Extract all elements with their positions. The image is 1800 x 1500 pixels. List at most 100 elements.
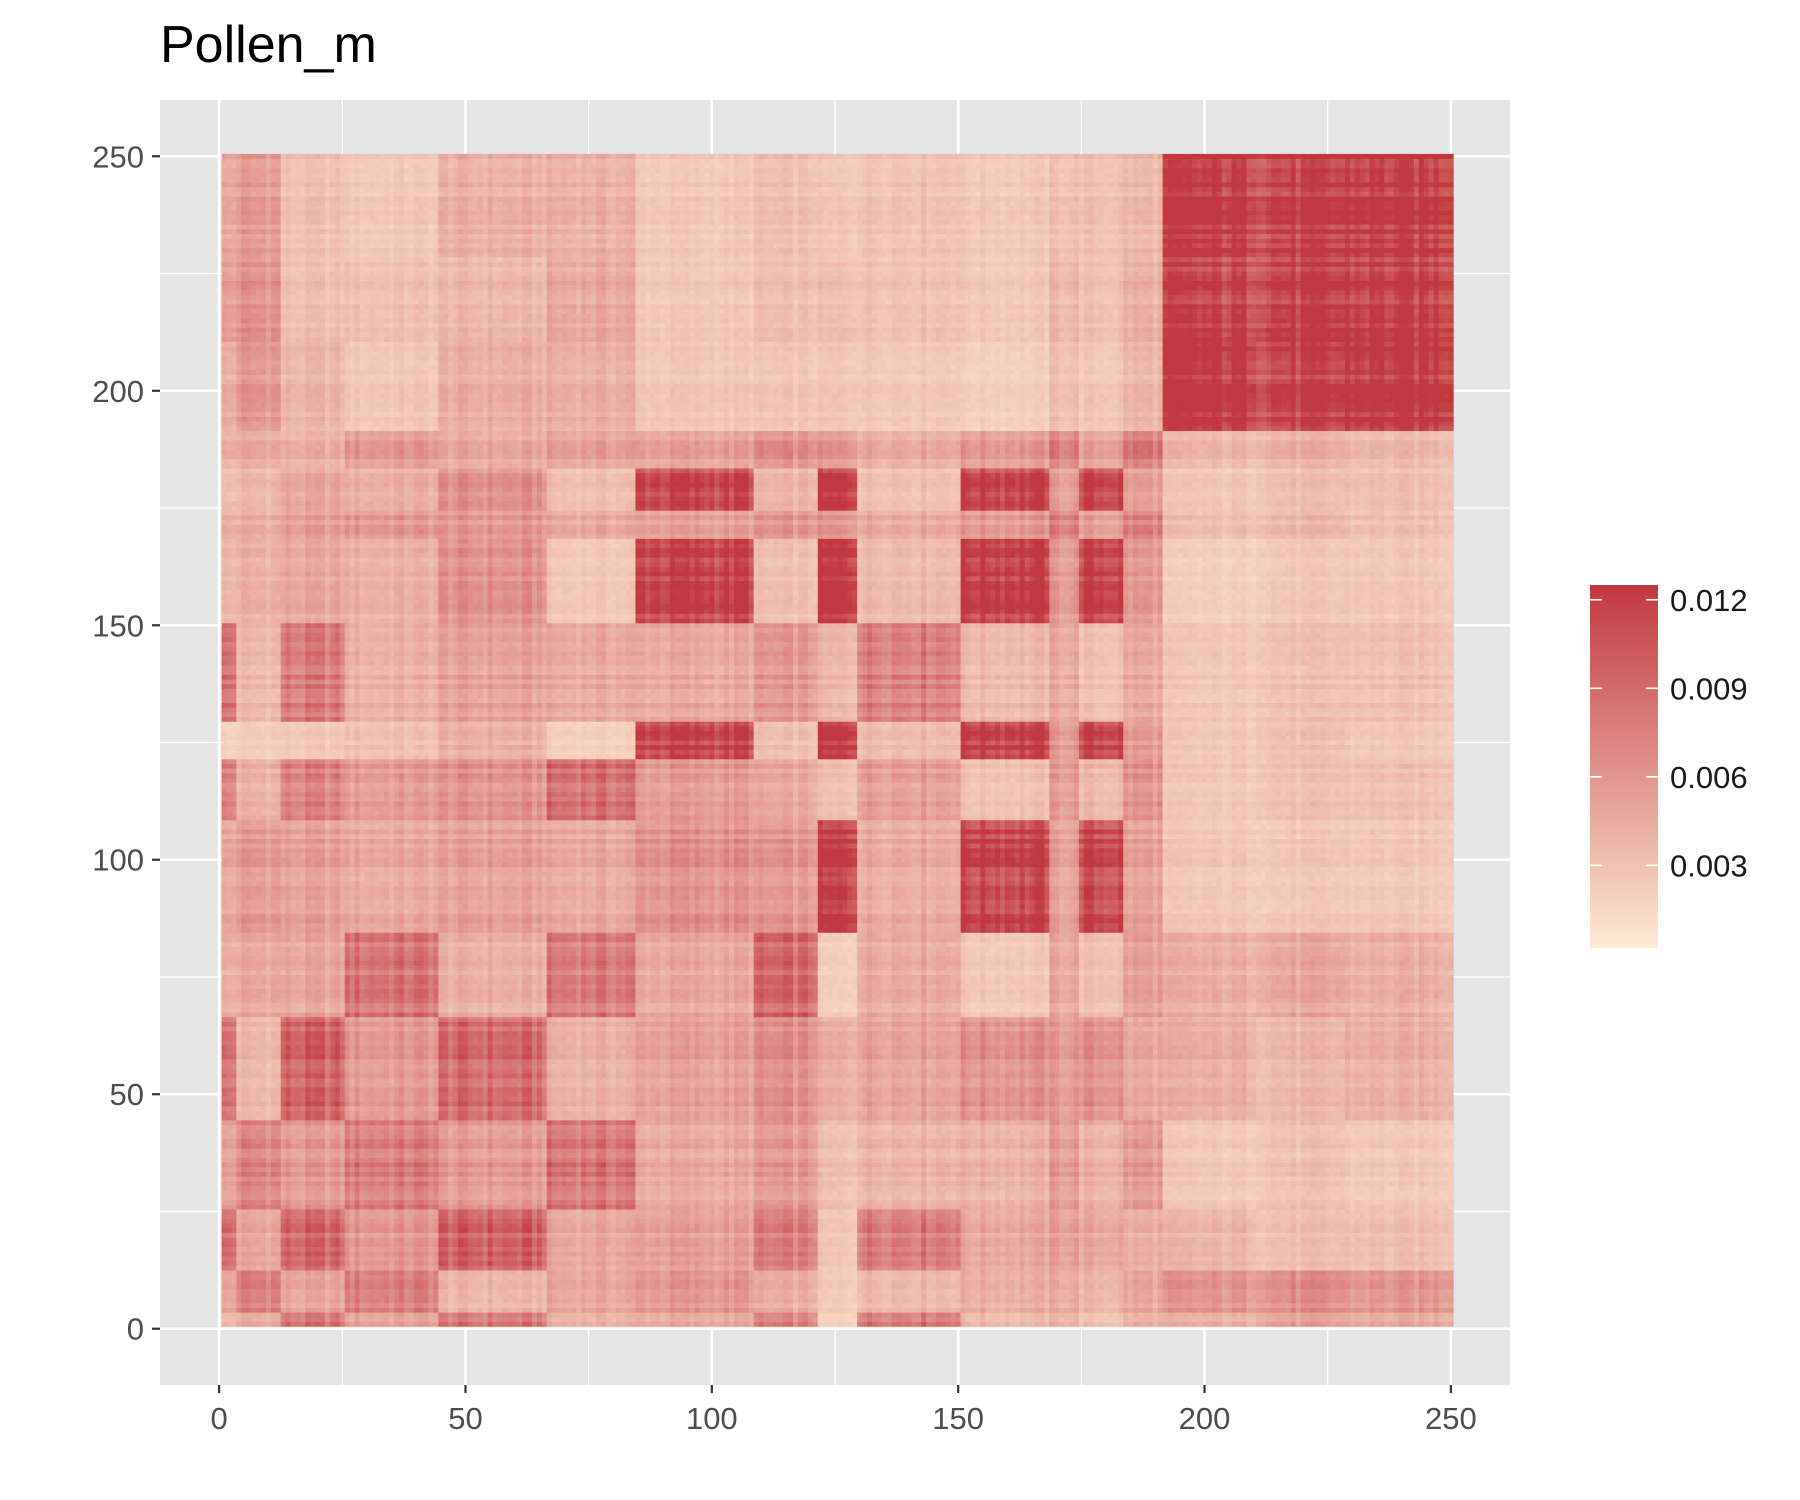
- heat-cell: [241, 224, 246, 229]
- heat-cell: [241, 623, 246, 628]
- heat-cell: [246, 646, 251, 651]
- heat-cell: [241, 1294, 246, 1299]
- heat-cell: [251, 1294, 256, 1299]
- heat-cell: [231, 815, 236, 820]
- heat-cell: [236, 257, 241, 262]
- heat-cell: [256, 1087, 261, 1092]
- heat-cell: [251, 271, 256, 276]
- heat-cell: [246, 506, 251, 511]
- heat-cell: [251, 1195, 256, 1200]
- heat-cell: [227, 1312, 232, 1317]
- heat-cell: [261, 628, 266, 633]
- heat-cell: [231, 984, 236, 989]
- heat-cell: [227, 778, 232, 783]
- heat-cell: [251, 721, 256, 726]
- heat-cell: [231, 576, 236, 581]
- heat-cell: [236, 1298, 241, 1303]
- heat-cell: [241, 402, 246, 407]
- heat-cell: [222, 1036, 227, 1041]
- heat-cell: [251, 914, 256, 919]
- heat-cell: [256, 548, 261, 553]
- heat-cell: [251, 670, 256, 675]
- heat-cell: [227, 379, 232, 384]
- heat-cell: [246, 1181, 251, 1186]
- heat-cell: [246, 1247, 251, 1252]
- heat-cell: [266, 848, 271, 853]
- heat-cell: [241, 759, 246, 764]
- heat-cell: [251, 796, 256, 801]
- heat-cell: [246, 478, 251, 483]
- heat-cell: [222, 778, 227, 783]
- heat-cell: [227, 478, 232, 483]
- heat-cell: [236, 965, 241, 970]
- heat-cell: [261, 1223, 266, 1228]
- heat-cell: [266, 862, 271, 867]
- heat-cell: [246, 998, 251, 1003]
- heat-cell: [256, 623, 261, 628]
- heat-cell: [236, 454, 241, 459]
- heat-cell: [227, 337, 232, 342]
- heat-cell: [236, 243, 241, 248]
- heat-cell: [266, 299, 271, 304]
- heat-cell: [236, 1265, 241, 1270]
- heat-cell: [261, 407, 266, 412]
- heat-cell: [266, 1115, 271, 1120]
- heat-cell: [271, 567, 276, 572]
- heat-cell: [256, 876, 261, 881]
- heat-cell: [251, 1284, 256, 1289]
- heat-cell: [256, 961, 261, 966]
- heat-cell: [246, 811, 251, 816]
- heat-cell: [227, 520, 232, 525]
- heat-cell: [231, 1050, 236, 1055]
- heat-cell: [241, 1308, 246, 1313]
- heat-cell: [222, 853, 227, 858]
- heat-cell: [222, 196, 227, 201]
- heat-cell: [246, 787, 251, 792]
- heat-cell: [241, 1120, 246, 1125]
- heat-cell: [231, 229, 236, 234]
- heat-cell: [227, 1317, 232, 1322]
- heat-cell: [236, 224, 241, 229]
- heat-cell: [266, 506, 271, 511]
- heat-cell: [271, 1026, 276, 1031]
- heat-cell: [236, 1204, 241, 1209]
- heat-cell: [231, 1186, 236, 1191]
- heat-cell: [266, 173, 271, 178]
- heat-cell: [271, 529, 276, 534]
- heat-cell: [261, 543, 266, 548]
- heat-cell: [266, 637, 271, 642]
- heat-cell: [256, 693, 261, 698]
- heat-cell: [261, 675, 266, 680]
- heat-cell: [246, 520, 251, 525]
- heat-cell: [256, 304, 261, 309]
- heat-cell: [251, 351, 256, 356]
- heat-cell: [271, 993, 276, 998]
- heat-cell: [266, 820, 271, 825]
- heat-cell: [227, 787, 232, 792]
- heat-cell: [266, 773, 271, 778]
- heat-cell: [227, 1139, 232, 1144]
- heat-cell: [256, 1233, 261, 1238]
- heat-cell: [241, 210, 246, 215]
- heat-cell: [241, 173, 246, 178]
- heat-cell: [222, 374, 227, 379]
- heat-cell: [256, 173, 261, 178]
- heat-cell: [256, 393, 261, 398]
- heat-cell: [261, 735, 266, 740]
- heat-cell: [246, 595, 251, 600]
- heat-cell: [227, 501, 232, 506]
- heat-cell: [222, 656, 227, 661]
- heat-cell: [271, 463, 276, 468]
- heat-cell: [271, 731, 276, 736]
- heat-cell: [266, 1172, 271, 1177]
- heat-cell: [266, 168, 271, 173]
- heat-cell: [251, 313, 256, 318]
- heat-cell: [246, 1050, 251, 1055]
- heat-cell: [236, 609, 241, 614]
- heat-cell: [256, 764, 261, 769]
- heat-cell: [222, 248, 227, 253]
- heat-cell: [241, 384, 246, 389]
- heat-cell: [256, 1111, 261, 1116]
- heat-cell: [256, 862, 261, 867]
- heat-cell: [251, 754, 256, 759]
